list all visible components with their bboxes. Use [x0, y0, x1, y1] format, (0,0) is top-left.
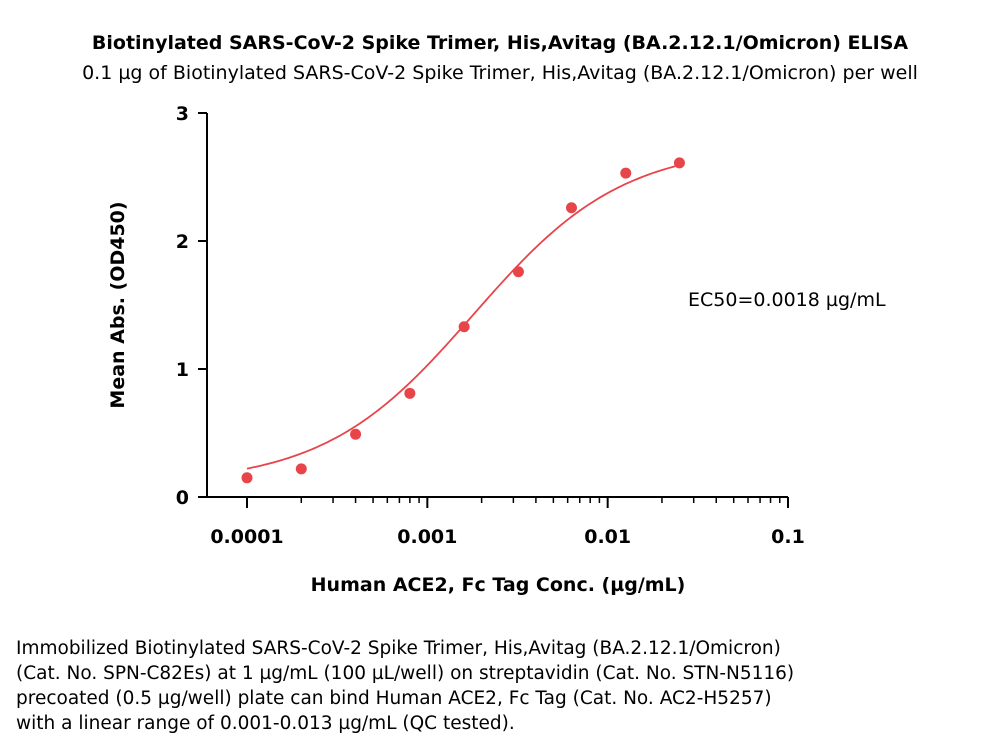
y-tick-label: 0: [176, 487, 189, 509]
data-point: [673, 157, 685, 169]
data-point: [565, 202, 577, 214]
fit-curve: [246, 164, 680, 470]
fit-curve-group: [246, 164, 680, 470]
x-tick-label: 0.01: [584, 526, 631, 548]
caption-line: with a linear range of 0.001-0.013 µg/mL…: [16, 713, 515, 734]
axes: 0 1 2 3 0.0001 0.001 0.01 0.1: [176, 103, 805, 548]
x-tick-label: 0.1: [771, 526, 805, 548]
data-points: [241, 157, 685, 484]
caption-line: Immobilized Biotinylated SARS-CoV-2 Spik…: [16, 638, 781, 659]
x-axis-label: Human ACE2, Fc Tag Conc. (µg/mL): [311, 574, 686, 596]
data-point: [350, 428, 362, 440]
caption: Immobilized Biotinylated SARS-CoV-2 Spik…: [16, 636, 991, 736]
y-tick-label: 3: [176, 103, 189, 125]
ec50-annotation: EC50=0.0018 µg/mL: [688, 289, 886, 311]
chart-subtitle: 0.1 µg of Biotinylated SARS-CoV-2 Spike …: [82, 62, 918, 84]
data-point: [620, 167, 632, 179]
x-tick-label: 0.001: [397, 526, 457, 548]
caption-line: (Cat. No. SPN-C82Es) at 1 µg/mL (100 µL/…: [16, 663, 795, 684]
y-tick-label: 1: [176, 359, 189, 381]
chart-title: Biotinylated SARS-CoV-2 Spike Trimer, Hi…: [91, 32, 909, 54]
y-tick-label: 2: [176, 231, 189, 253]
x-tick-label: 0.0001: [210, 526, 283, 548]
data-point: [404, 387, 416, 399]
data-point: [458, 321, 470, 333]
data-point: [241, 472, 253, 484]
y-axis-label: Mean Abs. (OD450): [107, 201, 129, 408]
data-point: [295, 463, 307, 475]
data-point: [512, 266, 524, 278]
caption-line: precoated (0.5 µg/well) plate can bind H…: [16, 688, 772, 709]
